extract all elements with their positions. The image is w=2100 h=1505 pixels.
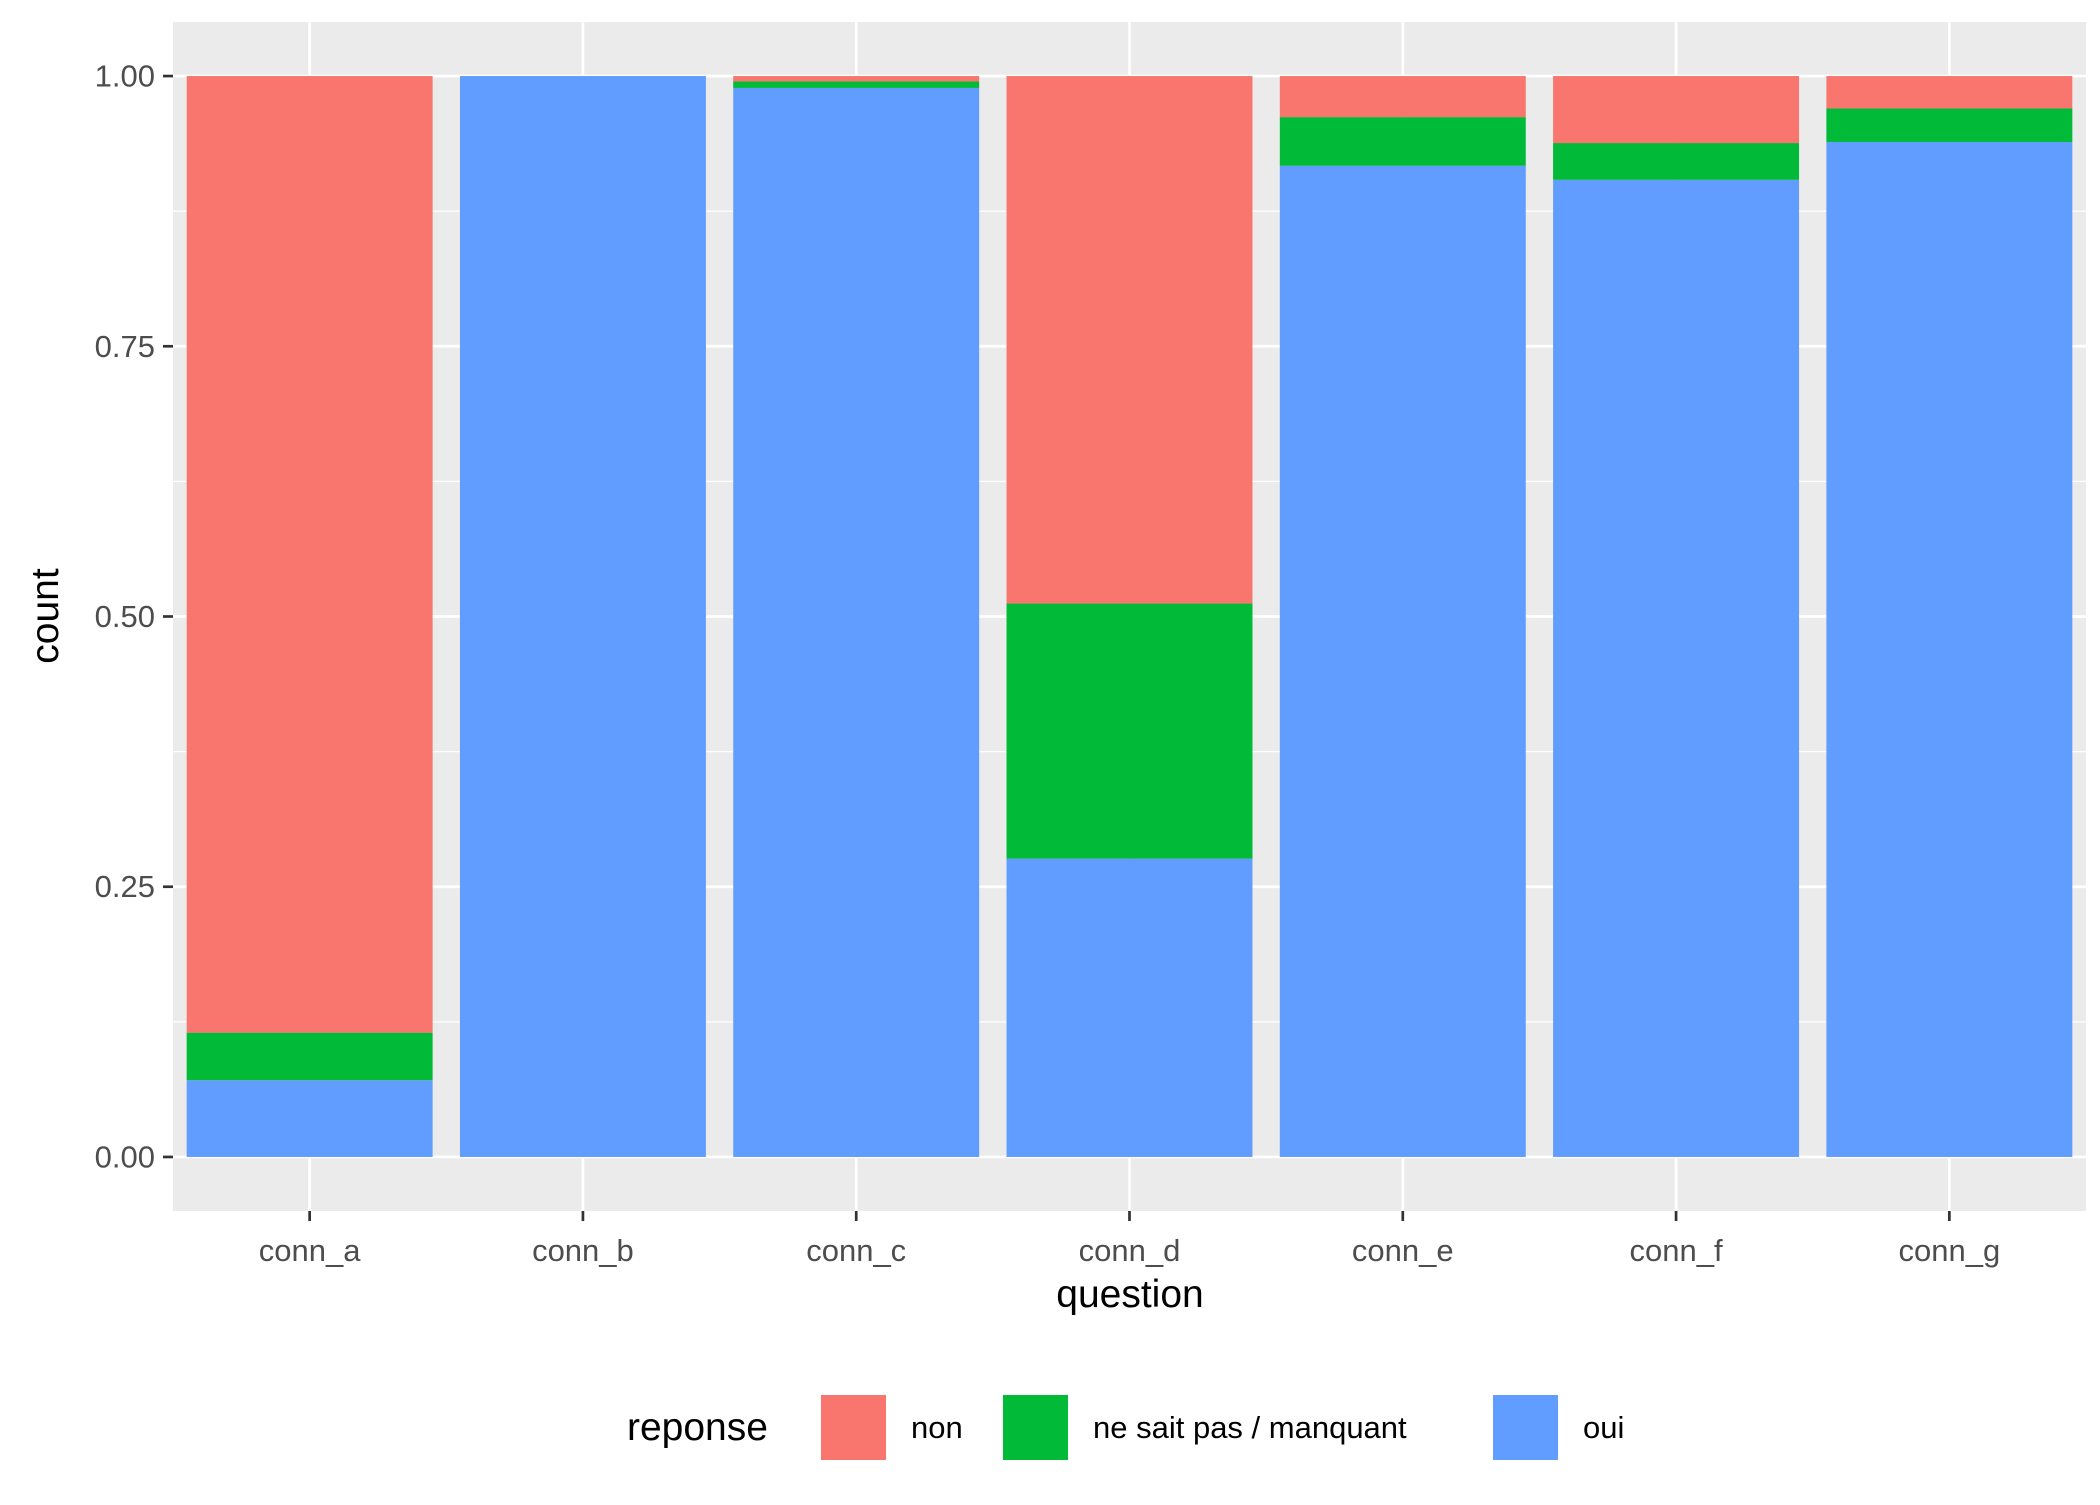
legend-key-ne-sait-pas-manquant (1001, 1393, 1070, 1462)
x-tick-label: conn_a (259, 1233, 361, 1268)
bar-conn_f-ne-sait-pas-manquant (1553, 143, 1800, 180)
y-tick-label: 0.75 (95, 329, 155, 364)
bar-conn_e-non (1279, 76, 1526, 118)
bar-conn_d-ne-sait-pas-manquant (1006, 603, 1253, 859)
x-tick-label: conn_e (1352, 1233, 1454, 1268)
legend: reponse non ne sait pas / manquant oui (627, 1393, 1624, 1462)
bar-conn_f-non (1553, 76, 1800, 144)
y-tick-label: 0.25 (95, 869, 155, 904)
legend-label-oui: oui (1583, 1410, 1624, 1445)
bar-conn_a-non (186, 76, 433, 1033)
y-tick-label: 0.00 (95, 1139, 155, 1174)
bar-conn_a-oui (186, 1080, 433, 1157)
bar-conn_c-non (733, 76, 980, 82)
x-tick-label: conn_b (532, 1233, 634, 1268)
bar-conn_d-non (1006, 76, 1253, 604)
legend-label-ne-sait-pas-manquant: ne sait pas / manquant (1093, 1410, 1407, 1445)
x-axis-title: question (1056, 1273, 1203, 1316)
legend-title: reponse (627, 1406, 768, 1449)
x-tick-label: conn_g (1898, 1233, 2000, 1268)
y-tick-label: 1.00 (95, 59, 155, 94)
axes-layer: 0.00 0.25 0.50 0.75 1.00 conn_a conn_b conn_c co… (95, 59, 2001, 1268)
legend-label-non: non (911, 1410, 963, 1445)
y-tick-label: 0.50 (95, 599, 155, 634)
bar-conn_g-ne-sait-pas-manquant (1826, 108, 2073, 142)
bar-conn_g-non (1826, 76, 2073, 109)
bars-layer (186, 76, 2073, 1157)
bar-conn_e-ne-sait-pas-manquant (1279, 117, 1526, 166)
y-axis-title: count (24, 568, 67, 664)
legend-key-oui (1491, 1393, 1560, 1462)
x-tick-label: conn_c (806, 1233, 906, 1268)
bar-conn_g-oui (1826, 141, 2073, 1157)
x-tick-label: conn_f (1630, 1233, 1723, 1268)
bar-conn_e-oui (1279, 165, 1526, 1157)
bar-conn_b-oui (459, 76, 706, 1157)
legend-key-non (819, 1393, 888, 1462)
bar-conn_d-oui (1006, 858, 1253, 1157)
bar-conn_c-ne-sait-pas-manquant (733, 81, 980, 88)
x-tick-label: conn_d (1079, 1233, 1181, 1268)
bar-conn_c-oui (733, 87, 980, 1157)
bar-conn_f-oui (1553, 179, 1800, 1157)
bar-conn_a-ne-sait-pas-manquant (186, 1032, 433, 1081)
